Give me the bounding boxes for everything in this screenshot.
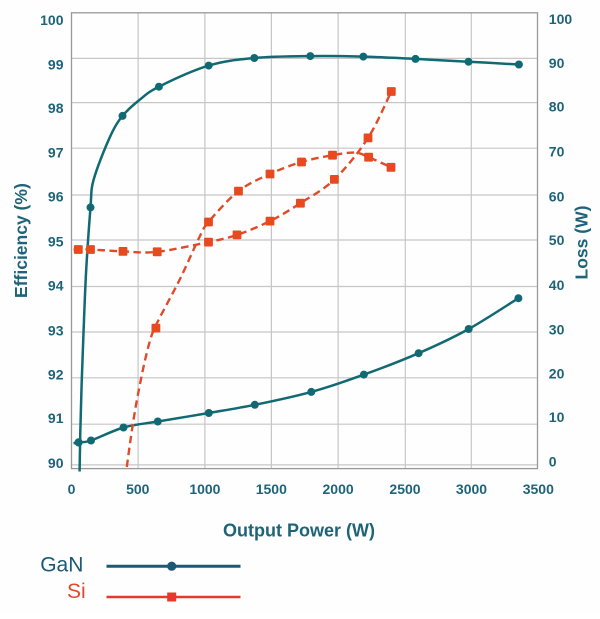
svg-text:Loss (W): Loss (W) [572, 206, 592, 280]
svg-text:30: 30 [549, 322, 565, 338]
svg-text:70: 70 [549, 143, 565, 159]
svg-text:3000: 3000 [456, 481, 487, 497]
svg-text:3500: 3500 [523, 481, 554, 497]
svg-text:50: 50 [549, 232, 565, 248]
svg-text:99: 99 [48, 56, 64, 72]
svg-text:Si: Si [67, 580, 86, 603]
svg-text:100: 100 [549, 11, 573, 27]
svg-text:98: 98 [48, 100, 64, 116]
svg-text:40: 40 [549, 277, 565, 293]
svg-text:80: 80 [549, 99, 565, 115]
svg-text:93: 93 [48, 322, 64, 338]
svg-text:94: 94 [48, 278, 64, 294]
svg-text:0: 0 [68, 481, 76, 497]
svg-text:90: 90 [48, 455, 64, 471]
svg-text:100: 100 [40, 12, 64, 28]
svg-text:GaN: GaN [40, 553, 83, 576]
svg-text:91: 91 [48, 410, 64, 426]
svg-text:97: 97 [48, 144, 64, 160]
svg-text:95: 95 [48, 234, 64, 250]
svg-text:0: 0 [549, 454, 557, 470]
svg-text:2000: 2000 [323, 481, 354, 497]
svg-text:500: 500 [126, 481, 150, 497]
svg-text:92: 92 [48, 366, 64, 382]
svg-text:60: 60 [549, 189, 565, 205]
svg-text:10: 10 [549, 409, 565, 425]
svg-text:1000: 1000 [189, 481, 220, 497]
svg-text:20: 20 [549, 365, 565, 381]
svg-text:Output Power (W): Output Power (W) [223, 521, 375, 541]
svg-text:90: 90 [549, 55, 565, 71]
svg-text:1500: 1500 [256, 481, 287, 497]
svg-text:Efficiency (%): Efficiency (%) [11, 183, 31, 298]
svg-text:96: 96 [48, 189, 64, 205]
svg-text:2500: 2500 [389, 481, 420, 497]
